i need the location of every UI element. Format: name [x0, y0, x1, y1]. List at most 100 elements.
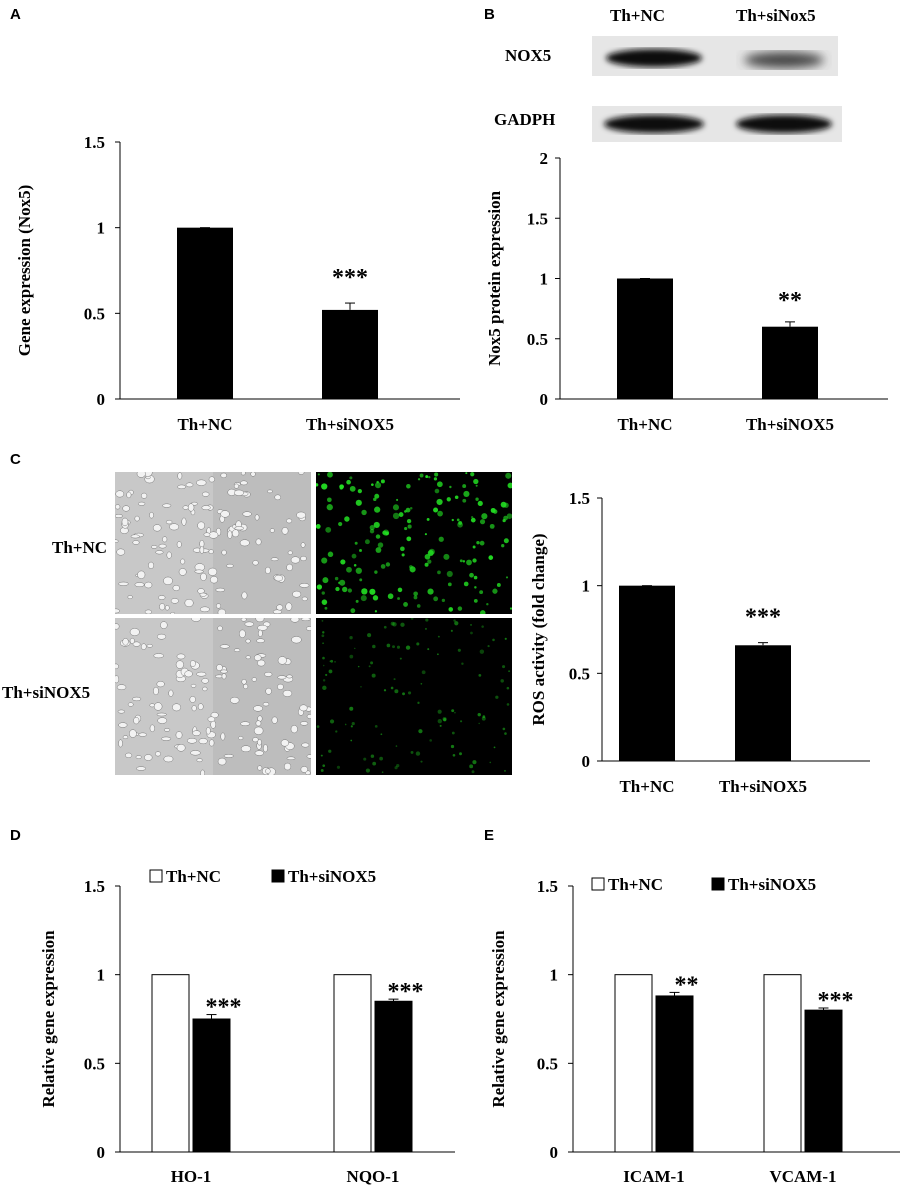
- fl-cell: [397, 597, 400, 600]
- bf-cell: [172, 703, 182, 712]
- fl-cell: [321, 557, 328, 564]
- fl-cell: [470, 631, 473, 635]
- fl-cell: [385, 562, 391, 567]
- fl-cell: [504, 637, 507, 640]
- bf-cell: [208, 476, 215, 483]
- bf-cell: [155, 751, 161, 757]
- fl-cell: [395, 745, 398, 747]
- bf-cell: [115, 675, 120, 684]
- fl-cell: [457, 606, 463, 611]
- fl-cell: [316, 725, 320, 728]
- bf-cell: [299, 583, 310, 588]
- chart-c: 0 0.5 1 1.5 ROS activity (fold change) Th+NC *…: [529, 489, 870, 796]
- fl-cell: [481, 513, 488, 520]
- fl-cell: [466, 559, 472, 566]
- fl-cell: [427, 588, 434, 595]
- fl-cell: [402, 692, 405, 696]
- bf-cell: [255, 720, 262, 727]
- fl-cell: [322, 656, 325, 660]
- bf-cell: [243, 683, 249, 690]
- bar-icam-1-0: [614, 974, 653, 1153]
- fl-cell: [374, 482, 382, 489]
- fl-cell: [509, 607, 512, 610]
- bf-cell: [207, 716, 216, 722]
- bf-cell: [155, 550, 164, 555]
- fl-cell: [381, 771, 384, 773]
- panel-label-a: A: [10, 6, 21, 23]
- bf-cell: [136, 472, 146, 478]
- fl-cell: [454, 495, 459, 500]
- fl-cell: [370, 754, 375, 758]
- fl-cell: [486, 603, 489, 606]
- bf-cell: [285, 602, 293, 611]
- fl-cell: [392, 645, 396, 649]
- fl-cell: [438, 536, 444, 542]
- bf-cell: [138, 501, 146, 506]
- bf-cell: [300, 721, 309, 726]
- fl-cell: [413, 595, 418, 600]
- bf-cell: [217, 625, 223, 631]
- fl-cell: [373, 497, 377, 502]
- legend-label: Th+siNOX5: [728, 875, 816, 894]
- bf-cell: [282, 689, 293, 697]
- bar-icam-1-1: [655, 995, 694, 1153]
- bf-cell: [207, 567, 218, 576]
- fl-cell: [322, 577, 329, 584]
- fl-cell: [472, 558, 477, 563]
- panel-label-e: E: [484, 827, 495, 844]
- bf-cell: [163, 576, 173, 586]
- fl-cell: [493, 746, 496, 749]
- fl-cell: [321, 483, 328, 490]
- fl-cell: [369, 529, 375, 534]
- bf-cell: [252, 737, 259, 743]
- fl-cell: [478, 674, 482, 677]
- fl-cell: [417, 701, 420, 704]
- fl-cell: [340, 559, 346, 565]
- bf-cell: [257, 624, 268, 631]
- fl-cell: [410, 750, 414, 754]
- fl-cell: [327, 551, 334, 558]
- fl-cell: [330, 659, 334, 663]
- bf-cell: [199, 606, 210, 613]
- bf-cell: [127, 702, 134, 707]
- fl-cell: [473, 598, 478, 603]
- bf-cell: [115, 490, 125, 498]
- bf-cell: [221, 673, 227, 680]
- fl-cell: [492, 638, 495, 642]
- bf-cell: [257, 765, 263, 771]
- significance-stars: ***: [388, 979, 424, 1005]
- fl-cell: [401, 553, 405, 557]
- bf-cell: [240, 745, 252, 753]
- bf-cell: [257, 629, 263, 637]
- bf-cell: [148, 561, 154, 569]
- fl-cell: [406, 518, 412, 524]
- fl-cell: [501, 544, 505, 548]
- fl-cell: [365, 768, 371, 773]
- bf-cell: [177, 484, 186, 490]
- fl-cell: [436, 653, 439, 656]
- bf-cell: [153, 653, 164, 659]
- bf-cell: [162, 536, 168, 543]
- bf-cell: [281, 527, 289, 535]
- y-tick-label: 0: [550, 1143, 559, 1162]
- blot-row-label-nox5: NOX5: [505, 46, 552, 65]
- fl-cell: [479, 540, 485, 546]
- fl-cell: [346, 566, 352, 573]
- bf-cell: [240, 721, 251, 727]
- bf-cell: [194, 569, 204, 574]
- fl-cell: [387, 593, 394, 600]
- fl-cell: [409, 566, 416, 573]
- bf-cell: [129, 729, 137, 738]
- bf-cell: [190, 660, 196, 668]
- fl-cell: [419, 473, 424, 478]
- bf-cell: [263, 744, 268, 753]
- bf-cell: [115, 663, 119, 670]
- bf-cell: [306, 714, 311, 719]
- fl-cell: [420, 760, 423, 763]
- bf-cell: [152, 524, 162, 532]
- fl-cell: [448, 607, 454, 612]
- x-tick-label: Th+siNOX5: [719, 777, 807, 796]
- bf-cell: [178, 568, 187, 576]
- bf-cell: [177, 472, 183, 480]
- fl-cell: [500, 679, 504, 683]
